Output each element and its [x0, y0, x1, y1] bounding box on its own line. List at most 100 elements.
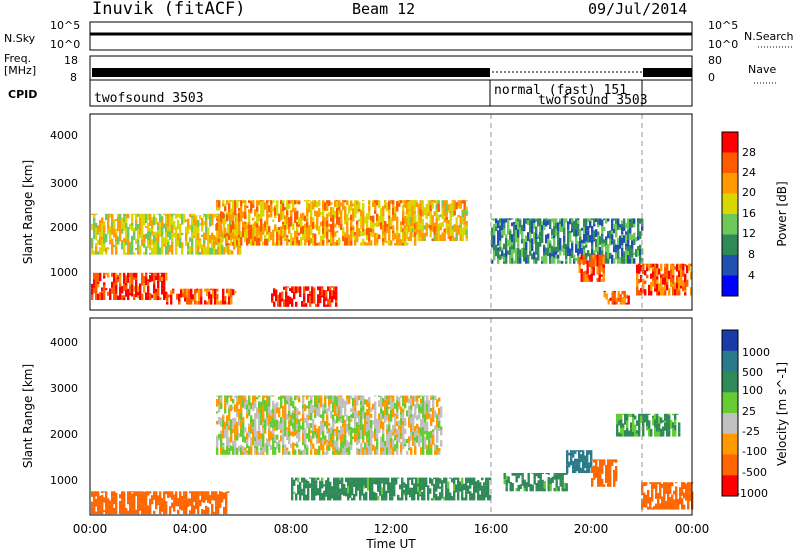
power-cell: [623, 290, 626, 298]
velocity-cell: [537, 473, 540, 479]
velocity-cell: [660, 417, 663, 424]
power-cell: [137, 213, 140, 215]
velocity-cell: [139, 497, 142, 504]
power-cell: [497, 250, 500, 259]
velocity-cell: [350, 408, 353, 413]
velocity-cell: [422, 447, 425, 455]
power-cell: [615, 297, 618, 302]
power-cell: [519, 218, 522, 220]
velocity-cell: [580, 454, 583, 463]
power-cell: [209, 247, 212, 255]
power-cell: [565, 259, 568, 262]
velocity-cell: [616, 416, 619, 425]
velocity-cell: [511, 473, 514, 476]
power-cell: [115, 246, 118, 255]
velocity-cell: [349, 489, 352, 498]
power-cell: [163, 237, 166, 244]
power-cell: [407, 204, 410, 210]
velocity-cell: [392, 408, 395, 418]
nave-tick-top: 80: [708, 54, 722, 67]
power-cell: [396, 201, 399, 210]
velocity-cell: [374, 428, 377, 433]
velocity-cell: [453, 484, 456, 488]
power-cell: [447, 232, 450, 240]
power-cell: [414, 242, 417, 246]
power-cell: [593, 223, 596, 227]
power-cell: [587, 230, 590, 235]
velocity-cell: [663, 486, 666, 495]
power-cell: [447, 219, 450, 224]
velocity-cell: [123, 492, 126, 501]
power-cell: [451, 200, 454, 202]
power-cell: [213, 247, 216, 255]
velocity-cell: [428, 407, 431, 414]
velocity-cell: [246, 409, 249, 414]
velocity-cell: [302, 432, 305, 442]
power-cell: [95, 277, 98, 286]
power-cell: [137, 236, 140, 240]
power-cell: [282, 203, 285, 212]
power-cell: [246, 229, 249, 239]
velocity-cell: [360, 422, 363, 431]
power-cell: [684, 292, 687, 296]
power-cell: [621, 223, 624, 227]
power-cell: [640, 275, 643, 283]
velocity-cell: [288, 416, 291, 421]
power-cell: [91, 223, 94, 230]
power-cell: [419, 237, 422, 242]
power-cell: [232, 203, 235, 212]
power-cell: [329, 286, 332, 291]
velocity-cell: [270, 431, 273, 441]
power-cell: [317, 294, 320, 299]
velocity-cell: [404, 395, 407, 404]
power-cell: [288, 239, 291, 242]
power-cell: [668, 270, 671, 280]
velocity-cell: [481, 477, 484, 481]
velocity-cell: [319, 492, 322, 497]
power-cell: [242, 230, 245, 238]
power-cell: [183, 213, 186, 223]
velocity-cell: [385, 477, 388, 485]
power-cell: [224, 300, 227, 305]
power-cell: [103, 282, 106, 285]
date-title: 09/Jul/2014: [588, 0, 687, 18]
velocity-cell: [400, 444, 403, 453]
velocity-cell: [286, 447, 289, 450]
power-cell: [435, 225, 438, 233]
velocity-cell: [304, 443, 307, 449]
velocity-cell: [438, 420, 441, 429]
power-cell: [491, 227, 494, 234]
power-cell: [465, 210, 468, 216]
power-cell: [201, 244, 204, 249]
velocity-cell: [582, 467, 585, 473]
power-cell: [228, 243, 231, 246]
velocity-cell: [655, 484, 658, 488]
velocity-cell: [250, 422, 253, 431]
power-cell: [348, 238, 351, 246]
power-cell: [186, 288, 189, 294]
velocity-cell: [143, 494, 146, 501]
velocity-cell: [173, 499, 176, 503]
power-cell: [587, 218, 590, 223]
power-cell: [328, 200, 331, 206]
velocity-cell: [133, 510, 136, 514]
velocity-cell: [238, 408, 241, 412]
power-cell: [445, 204, 448, 213]
power-cell: [298, 217, 301, 225]
velocity-cell: [171, 494, 174, 500]
power-ytick-3000: 3000: [50, 177, 78, 190]
velocity-cell: [302, 413, 305, 422]
power-cell: [672, 267, 675, 276]
velocity-cell: [382, 433, 385, 443]
velocity-cell: [642, 426, 645, 429]
velocity-cell: [291, 477, 294, 480]
velocity-cell: [323, 490, 326, 498]
velocity-cell: [360, 430, 363, 439]
velocity-cell: [398, 397, 401, 402]
power-cell: [190, 299, 193, 305]
power-cell: [286, 235, 289, 238]
power-cell: [234, 208, 237, 216]
velocity-cell: [390, 442, 393, 449]
velocity-cell: [547, 477, 550, 480]
velocity-cell: [236, 402, 239, 407]
